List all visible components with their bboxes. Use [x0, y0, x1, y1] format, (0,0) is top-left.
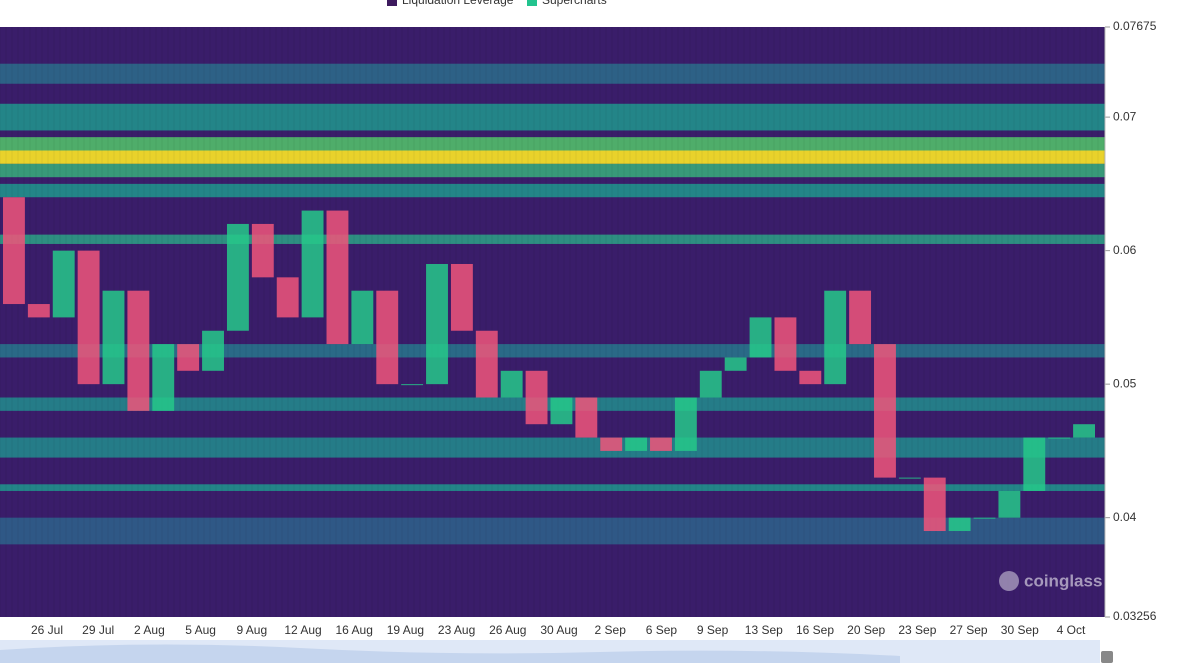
x-tick-label: 16 Aug [336, 623, 373, 637]
candle [998, 490, 1021, 518]
x-tick-label: 29 Jul [82, 623, 114, 637]
heat-band [0, 517, 1105, 545]
x-tick-label: 12 Aug [284, 623, 321, 637]
x-tick-label: 16 Sep [796, 623, 834, 637]
heat-band [0, 484, 1105, 491]
candle [948, 517, 971, 532]
candle [525, 370, 548, 425]
x-tick-label: 23 Sep [898, 623, 936, 637]
candle [849, 290, 872, 345]
watermark-logo [999, 571, 1019, 591]
y-tick-label: 0.05 [1113, 376, 1137, 390]
candle [575, 397, 598, 438]
x-tick-label: 27 Sep [950, 623, 988, 637]
heat-band [0, 163, 1105, 178]
scroll-handle[interactable] [1101, 651, 1113, 663]
candle [475, 330, 498, 398]
candle [3, 197, 25, 305]
candle [824, 290, 847, 385]
heat-band [0, 150, 1105, 164]
candle [351, 290, 374, 345]
x-tick-label: 30 Aug [540, 623, 577, 637]
heat-band [0, 183, 1105, 198]
candle [799, 370, 822, 385]
candle [226, 223, 249, 331]
heat-band [0, 137, 1105, 151]
x-tick-label: 4 Oct [1057, 623, 1086, 637]
candle [202, 330, 224, 371]
candle [376, 290, 399, 385]
x-tick-label: 13 Sep [745, 623, 783, 637]
x-tick-label: 6 Sep [646, 623, 678, 637]
candle [301, 210, 324, 318]
x-tick-label: 2 Sep [595, 623, 627, 637]
candle [650, 437, 672, 451]
legend-swatch [387, 0, 397, 6]
candle [326, 210, 349, 345]
candle [426, 263, 448, 385]
candle [251, 223, 274, 278]
candle [401, 384, 424, 386]
heat-band [0, 437, 1105, 458]
x-tick-label: 26 Jul [31, 623, 63, 637]
candle [27, 304, 50, 318]
candle [625, 437, 648, 451]
candle [699, 370, 722, 398]
x-tick-label: 9 Aug [236, 623, 267, 637]
heat-band [0, 103, 1105, 131]
candle [774, 317, 797, 371]
candle [600, 437, 623, 451]
x-tick-label: 26 Aug [489, 623, 526, 637]
x-tick-label: 19 Aug [387, 623, 424, 637]
candle [724, 357, 747, 371]
navigator-area [0, 644, 900, 663]
legend-label: Liquidation Leverage [402, 0, 514, 7]
legend-swatch [527, 0, 537, 6]
candle [127, 290, 150, 411]
candle [500, 370, 523, 398]
candle [1048, 437, 1071, 439]
candle [749, 317, 772, 358]
x-tick-label: 23 Aug [438, 623, 475, 637]
candle [874, 344, 896, 478]
candle [550, 397, 573, 425]
x-tick-label: 30 Sep [1001, 623, 1039, 637]
y-tick-label: 0.04 [1113, 510, 1137, 524]
y-tick-label: 0.06 [1113, 243, 1137, 257]
candle [674, 397, 697, 451]
candle [898, 477, 921, 479]
candle [152, 344, 175, 411]
x-tick-label: 5 Aug [185, 623, 216, 637]
candle [973, 517, 996, 519]
watermark: coinglass [1024, 571, 1102, 590]
y-tick-label: 0.03256 [1113, 609, 1157, 623]
x-tick-label: 9 Sep [697, 623, 729, 637]
candle [52, 250, 75, 318]
candle [1073, 424, 1095, 438]
heat-band [0, 63, 1105, 84]
x-tick-label: 2 Aug [134, 623, 165, 637]
candle [177, 344, 200, 371]
candle [102, 290, 125, 385]
legend-label: Supercharts [542, 0, 607, 7]
candle [1023, 437, 1046, 491]
heat-band [0, 234, 1105, 244]
candle [923, 477, 946, 532]
y-tick-label: 0.07675 [1113, 19, 1157, 33]
x-tick-label: 20 Sep [847, 623, 885, 637]
y-tick-label: 0.07 [1113, 109, 1137, 123]
candle [450, 263, 473, 331]
candle [276, 277, 299, 318]
candle [77, 250, 100, 385]
